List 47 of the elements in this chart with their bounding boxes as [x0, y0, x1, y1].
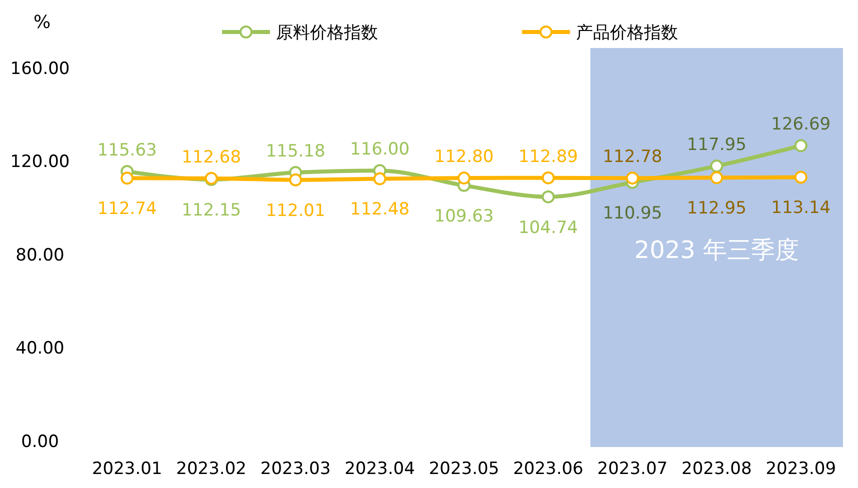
data-label: 110.95 [602, 203, 662, 224]
point [626, 172, 639, 185]
y-tick-label: 80.00 [16, 245, 64, 266]
data-label: 117.95 [686, 134, 746, 155]
point [794, 170, 808, 184]
x-tick-label: 2023.04 [344, 459, 415, 479]
point [710, 160, 724, 173]
point [120, 172, 134, 185]
point [542, 171, 555, 184]
data-label: 115.63 [97, 140, 157, 160]
point [794, 139, 808, 152]
y-tick-label: 0.00 [21, 432, 59, 452]
x-tick-label: 2023.05 [428, 459, 500, 479]
x-tick-label: 2023.03 [260, 459, 331, 479]
point [373, 172, 386, 186]
data-label: 112.78 [602, 147, 662, 168]
y-tick-label: 160.00 [10, 58, 70, 79]
band-label: 2023 年三季度 [634, 236, 800, 264]
point [458, 172, 470, 185]
data-label: 112.95 [686, 198, 746, 219]
x-tick-label: 2023.09 [766, 459, 836, 479]
data-label: 112.15 [182, 200, 242, 220]
x-tick-label: 2023.06 [513, 459, 584, 479]
y-tick-label: 120.00 [10, 152, 70, 172]
point [710, 171, 724, 184]
y-tick-label: 40.00 [16, 338, 64, 359]
data-label: 112.80 [434, 146, 494, 167]
point [289, 173, 302, 186]
data-label: 112.01 [266, 200, 326, 221]
point [542, 190, 555, 204]
data-label: 112.74 [97, 199, 157, 220]
data-label: 104.74 [518, 218, 578, 238]
data-label: 115.18 [266, 141, 326, 162]
data-label: 109.63 [434, 206, 494, 226]
data-label: 112.48 [350, 200, 410, 220]
legend-label: 产品价格指数 [576, 22, 678, 43]
x-tick-label: 2023.07 [597, 459, 668, 479]
x-tick-label: 2023.01 [92, 459, 162, 479]
data-label: 112.89 [518, 146, 578, 167]
data-label: 116.00 [350, 140, 410, 160]
data-label: 113.14 [771, 198, 831, 218]
x-tick-label: 2023.08 [682, 459, 752, 479]
legend-label: 原料价格指数 [276, 22, 378, 43]
data-label: 126.69 [771, 114, 831, 135]
data-label: 112.68 [182, 147, 242, 168]
y-axis-title: % [33, 12, 51, 33]
x-tick-label: 2023.02 [176, 459, 246, 479]
